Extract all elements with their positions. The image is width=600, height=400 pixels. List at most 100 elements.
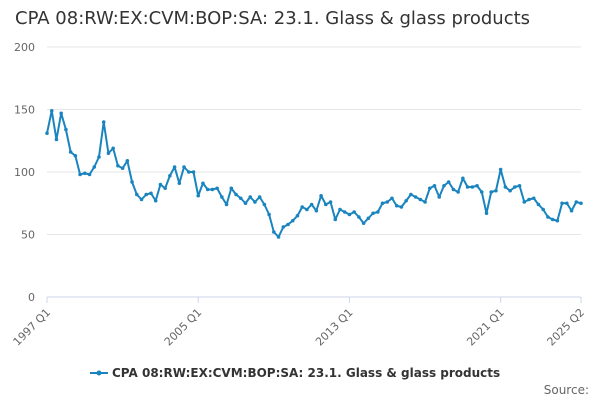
data-point[interactable] (503, 185, 508, 189)
data-point[interactable] (111, 146, 115, 151)
data-point[interactable] (489, 190, 494, 194)
data-point[interactable] (286, 222, 290, 227)
data-point[interactable] (182, 165, 186, 169)
data-point[interactable] (54, 137, 59, 142)
data-point[interactable] (531, 196, 536, 201)
data-point[interactable] (186, 170, 191, 174)
data-point[interactable] (144, 192, 149, 197)
data-point[interactable] (177, 181, 182, 186)
data-point[interactable] (59, 111, 63, 116)
data-point[interactable] (413, 195, 418, 199)
data-point[interactable] (541, 207, 545, 212)
data-point[interactable] (97, 155, 101, 159)
data-point[interactable] (418, 197, 423, 202)
data-point[interactable] (456, 190, 460, 194)
data-point[interactable] (168, 173, 172, 178)
data-point[interactable] (257, 195, 262, 199)
data-point[interactable] (276, 235, 281, 239)
data-point[interactable] (248, 195, 252, 199)
data-point[interactable] (494, 188, 498, 193)
data-point[interactable] (546, 215, 550, 219)
data-point[interactable] (229, 186, 234, 191)
data-point[interactable] (238, 196, 243, 201)
data-point[interactable] (569, 208, 574, 213)
data-point[interactable] (394, 203, 399, 208)
data-point[interactable] (574, 200, 579, 204)
data-point[interactable] (267, 212, 271, 217)
data-point[interactable] (357, 215, 361, 219)
data-point[interactable] (475, 183, 479, 188)
data-point[interactable] (404, 198, 408, 203)
data-point[interactable] (442, 183, 446, 188)
data-point[interactable] (253, 200, 257, 204)
data-point[interactable] (324, 202, 328, 207)
data-point[interactable] (376, 210, 380, 214)
data-point[interactable] (87, 172, 92, 177)
data-point[interactable] (565, 201, 569, 206)
data-point[interactable] (361, 221, 366, 226)
data-point[interactable] (550, 217, 555, 222)
data-point[interactable] (243, 201, 248, 206)
data-point[interactable] (560, 201, 564, 206)
data-point[interactable] (517, 183, 522, 188)
data-point[interactable] (399, 205, 404, 209)
data-point[interactable] (390, 196, 394, 201)
data-point[interactable] (139, 197, 144, 202)
data-point[interactable] (73, 153, 78, 158)
data-point[interactable] (125, 158, 130, 163)
data-point[interactable] (484, 211, 489, 216)
data-point[interactable] (338, 207, 342, 212)
data-point[interactable] (101, 120, 106, 124)
data-point[interactable] (432, 183, 437, 188)
data-point[interactable] (437, 195, 442, 199)
data-point[interactable] (470, 185, 475, 189)
data-point[interactable] (172, 165, 177, 169)
data-point[interactable] (380, 201, 385, 206)
data-point[interactable] (527, 197, 531, 202)
data-point[interactable] (262, 202, 267, 207)
data-point[interactable] (522, 200, 527, 204)
data-point[interactable] (465, 185, 470, 189)
data-point[interactable] (149, 191, 153, 196)
data-point[interactable] (234, 192, 238, 197)
data-point[interactable] (305, 207, 309, 212)
data-point[interactable] (45, 131, 49, 136)
data-point[interactable] (513, 185, 517, 189)
data-point[interactable] (451, 187, 456, 192)
data-point[interactable] (290, 218, 295, 223)
data-point[interactable] (461, 176, 465, 181)
data-point[interactable] (224, 202, 229, 207)
data-point[interactable] (508, 188, 512, 193)
data-point[interactable] (446, 180, 451, 184)
data-point[interactable] (328, 200, 333, 204)
data-point[interactable] (371, 211, 375, 216)
data-point[interactable] (300, 205, 304, 209)
data-point[interactable] (49, 108, 54, 113)
data-point[interactable] (366, 216, 371, 221)
data-point[interactable] (342, 210, 347, 214)
data-point[interactable] (314, 208, 319, 213)
data-point[interactable] (409, 192, 413, 197)
data-point[interactable] (423, 200, 427, 204)
data-point[interactable] (579, 201, 583, 206)
data-point[interactable] (319, 193, 323, 198)
data-point[interactable] (201, 181, 205, 186)
data-point[interactable] (272, 230, 276, 234)
data-point[interactable] (153, 198, 158, 203)
data-point[interactable] (205, 187, 210, 192)
data-point[interactable] (498, 167, 503, 172)
data-point[interactable] (281, 225, 286, 229)
data-point[interactable] (64, 127, 68, 132)
data-point[interactable] (106, 151, 111, 156)
data-point[interactable] (295, 213, 300, 218)
data-point[interactable] (83, 171, 87, 176)
data-point[interactable] (309, 202, 314, 207)
data-point[interactable] (78, 172, 82, 177)
data-point[interactable] (347, 212, 352, 217)
legend[interactable]: CPA 08:RW:EX:CVM:BOP:SA: 23.1. Glass & g… (90, 366, 500, 380)
data-point[interactable] (215, 186, 219, 191)
data-point[interactable] (158, 182, 163, 187)
data-point[interactable] (163, 186, 167, 191)
data-point[interactable] (134, 192, 139, 197)
data-point[interactable] (130, 180, 134, 184)
